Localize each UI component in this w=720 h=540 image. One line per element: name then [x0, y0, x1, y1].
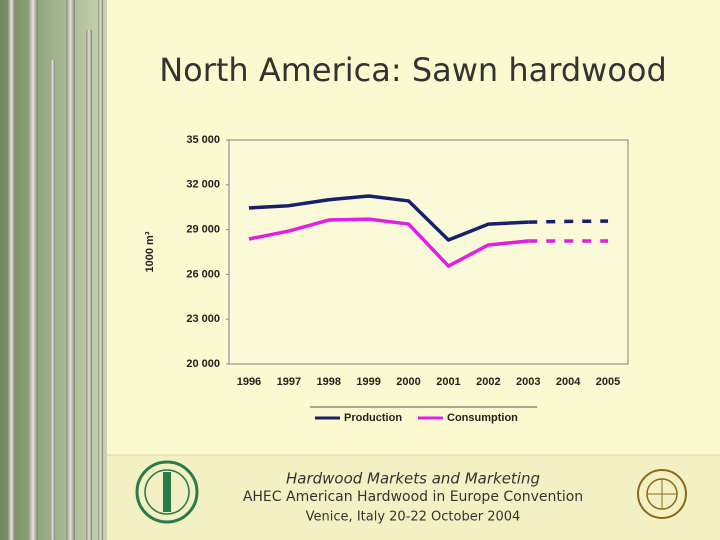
x-tick-label: 2002: [476, 376, 500, 388]
y-tick-label: 29 000: [186, 224, 220, 236]
y-tick-label: 32 000: [186, 179, 220, 191]
x-tick-label: 2000: [396, 376, 420, 388]
footer-line: Venice, Italy 20-22 October 2004: [306, 510, 521, 525]
y-tick-label: 35 000: [186, 134, 220, 146]
forest-image: [0, 0, 107, 540]
x-tick-label: 1996: [237, 376, 261, 388]
line-series: [248, 194, 529, 242]
plot-area: [228, 139, 629, 365]
y-tick-label: 23 000: [186, 313, 220, 325]
line-series-projection: [528, 219, 609, 224]
y-axis-label: 1000 m³: [144, 231, 156, 272]
footer-band: [107, 455, 720, 540]
y-tick-label: 20 000: [186, 358, 220, 370]
fao-logo: [135, 460, 199, 524]
line-series: [248, 217, 529, 268]
x-tick-label: 2005: [596, 376, 620, 388]
y-tick-label: 26 000: [186, 268, 220, 280]
x-tick-label: 1998: [317, 376, 341, 388]
un-emblem: [637, 469, 687, 519]
legend-label: Production: [344, 412, 402, 424]
slide-title: North America: Sawn hardwood: [159, 51, 667, 89]
footer-line: Hardwood Markets and Marketing: [286, 470, 540, 488]
footer-line: AHEC American Hardwood in Europe Convent…: [243, 489, 583, 505]
x-tick-label: 1999: [356, 376, 380, 388]
x-tick-label: 1997: [277, 376, 301, 388]
x-tick-label: 2003: [516, 376, 540, 388]
legend-label: Consumption: [447, 412, 518, 424]
x-tick-label: 2004: [556, 376, 581, 388]
x-tick-label: 2001: [436, 376, 460, 388]
